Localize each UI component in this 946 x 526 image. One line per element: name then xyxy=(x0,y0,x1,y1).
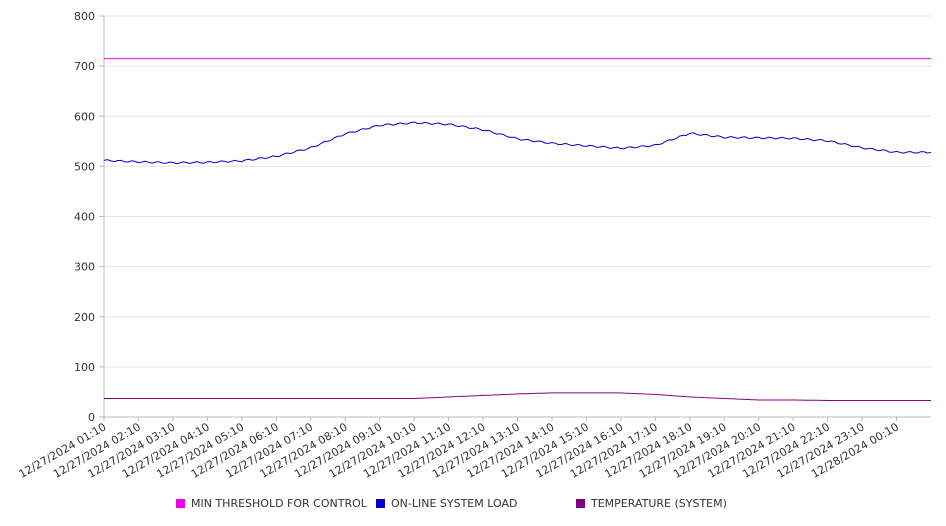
y-tick-label: 800 xyxy=(74,10,95,23)
y-tick-label: 500 xyxy=(74,160,95,173)
temperature-line xyxy=(104,392,931,401)
line-chart: 0 100 200 300 400 500 600 700 800 12/27/2024 01:… xyxy=(17,10,932,481)
y-tick-label: 0 xyxy=(88,411,95,424)
y-tick-label: 700 xyxy=(74,60,95,73)
legend: MIN THRESHOLD FOR CONTROL ON-LINE SYSTEM… xyxy=(0,497,946,515)
system-load-line xyxy=(103,121,932,165)
legend-item-system-load: ON-LINE SYSTEM LOAD xyxy=(376,497,517,510)
y-tick-label: 400 xyxy=(74,211,95,224)
legend-label-system-load: ON-LINE SYSTEM LOAD xyxy=(391,497,518,510)
grid-lines xyxy=(104,15,931,418)
legend-swatch-min-threshold xyxy=(176,499,185,508)
series-lines xyxy=(103,58,932,401)
legend-label-min-threshold: MIN THRESHOLD FOR CONTROL xyxy=(191,497,367,510)
y-axis: 0 100 200 300 400 500 600 700 800 xyxy=(74,10,105,424)
y-tick-label: 300 xyxy=(74,261,95,274)
legend-label-temperature: TEMPERATURE (SYSTEM) xyxy=(591,497,727,510)
y-tick-label: 200 xyxy=(74,311,95,324)
y-tick-label: 600 xyxy=(74,110,95,123)
legend-swatch-system-load xyxy=(376,499,385,508)
y-tick-label: 100 xyxy=(74,361,95,374)
legend-item-min-threshold: MIN THRESHOLD FOR CONTROL xyxy=(176,497,367,510)
legend-item-temperature: TEMPERATURE (SYSTEM) xyxy=(576,497,727,510)
legend-swatch-temperature xyxy=(576,499,585,508)
